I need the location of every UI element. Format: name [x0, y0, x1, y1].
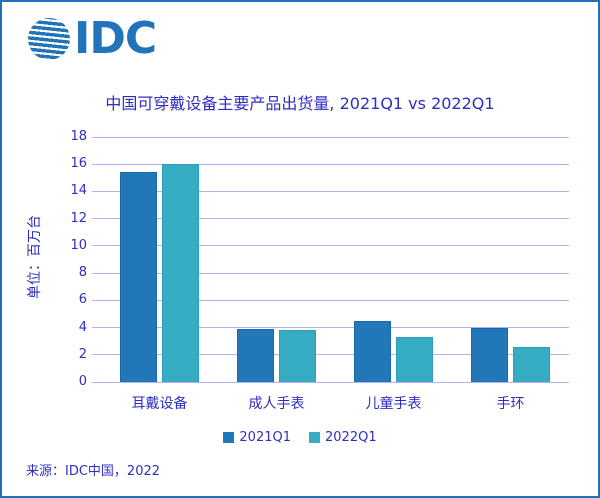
gridline-8: [92, 272, 569, 274]
legend-label: 2021Q1: [239, 430, 291, 445]
plot-area: [92, 136, 569, 383]
y-tick-label-10: 10: [70, 237, 87, 253]
gridline-14: [92, 190, 569, 192]
x-axis-labels: 耳戴设备 成人手表 儿童手表 手环: [101, 393, 569, 413]
gridline-4: [92, 327, 569, 329]
bar-2022Q1-2: [396, 337, 433, 382]
y-tick-label-14: 14: [70, 183, 87, 199]
gridline-6: [92, 299, 569, 301]
legend-swatch-icon: [223, 432, 235, 443]
gridline-10: [92, 245, 569, 247]
bar-2021Q1-1: [237, 328, 274, 382]
legend: 2021Q1 2022Q1: [2, 430, 598, 445]
legend-item-2022Q1: 2022Q1: [309, 430, 377, 445]
gridline-0: [92, 381, 569, 383]
legend-item-2021Q1: 2021Q1: [223, 430, 291, 445]
idc-logo: IDC: [28, 13, 157, 64]
chart-title: 中国可穿戴设备主要产品出货量, 2021Q1 vs 2022Q1: [105, 94, 495, 113]
bar-2021Q1-0: [120, 172, 157, 382]
gridline-18: [92, 136, 569, 138]
y-tick-label-0: 0: [78, 374, 87, 389]
gridline-12: [92, 218, 569, 220]
y-tick-label-18: 18: [70, 129, 87, 144]
x-label-2: 儿童手表: [365, 396, 422, 412]
y-tick-label-6: 6: [78, 292, 87, 308]
x-label-0: 耳戴设备: [131, 396, 188, 412]
y-tick-label-12: 12: [70, 210, 87, 226]
legend-label: 2022Q1: [325, 430, 377, 445]
y-tick-label-8: 8: [78, 265, 87, 281]
globe-icon: [28, 18, 70, 60]
x-label-1: 成人手表: [248, 396, 305, 412]
gridline-2: [92, 354, 569, 356]
bar-2022Q1-3: [513, 346, 550, 382]
y-tick-label-16: 16: [70, 156, 87, 172]
x-label-3: 手环: [496, 396, 525, 412]
gridline-16: [92, 163, 569, 165]
bar-groups: [101, 137, 569, 382]
y-tick-label-4: 4: [78, 319, 87, 335]
logo-text: IDC: [74, 13, 157, 64]
source-note: 来源：IDC中国，2022: [26, 464, 161, 479]
y-tick-label-2: 2: [78, 346, 87, 362]
bar-group-1: [218, 137, 335, 382]
bar-2022Q1-0: [162, 164, 199, 382]
bar-group-3: [452, 137, 569, 382]
bar-group-0: [101, 137, 218, 382]
y-axis-title: 单位：百万台: [27, 215, 43, 299]
bar-2021Q1-2: [354, 320, 391, 382]
bar-2021Q1-3: [471, 327, 508, 382]
bar-2022Q1-1: [279, 330, 316, 382]
legend-swatch-icon: [309, 432, 320, 443]
y-axis-tick-labels: 0 2 4 6 8 10 12 14 16 18: [42, 129, 87, 389]
bar-group-2: [335, 137, 452, 382]
